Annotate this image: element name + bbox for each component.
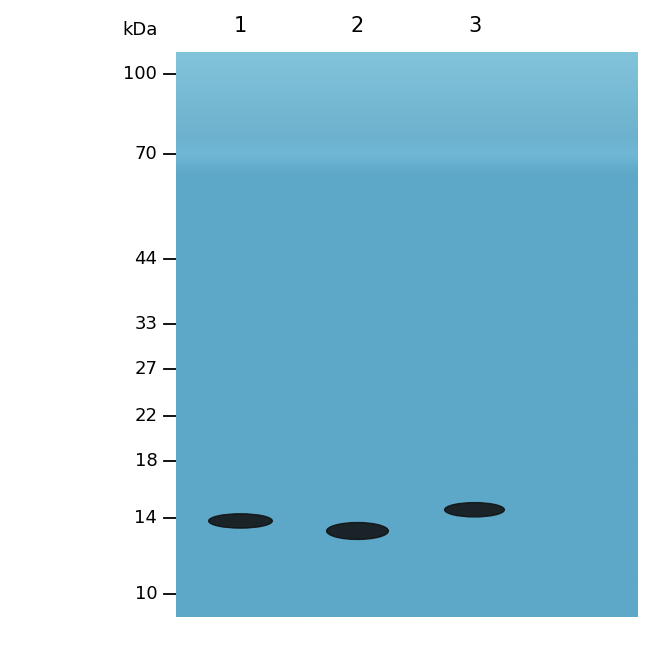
- Text: 3: 3: [468, 16, 481, 36]
- Text: 27: 27: [135, 360, 157, 378]
- Text: 1: 1: [234, 16, 247, 36]
- Text: 70: 70: [135, 145, 157, 163]
- Ellipse shape: [209, 514, 272, 528]
- Text: 10: 10: [135, 585, 157, 603]
- Ellipse shape: [445, 502, 504, 517]
- Text: kDa: kDa: [122, 21, 157, 39]
- Ellipse shape: [327, 523, 389, 540]
- Text: 2: 2: [351, 16, 364, 36]
- Text: 44: 44: [135, 250, 157, 268]
- Text: 33: 33: [135, 315, 157, 333]
- Text: 100: 100: [124, 64, 157, 83]
- Text: 14: 14: [135, 509, 157, 527]
- Text: 18: 18: [135, 452, 157, 470]
- Text: 22: 22: [135, 407, 157, 424]
